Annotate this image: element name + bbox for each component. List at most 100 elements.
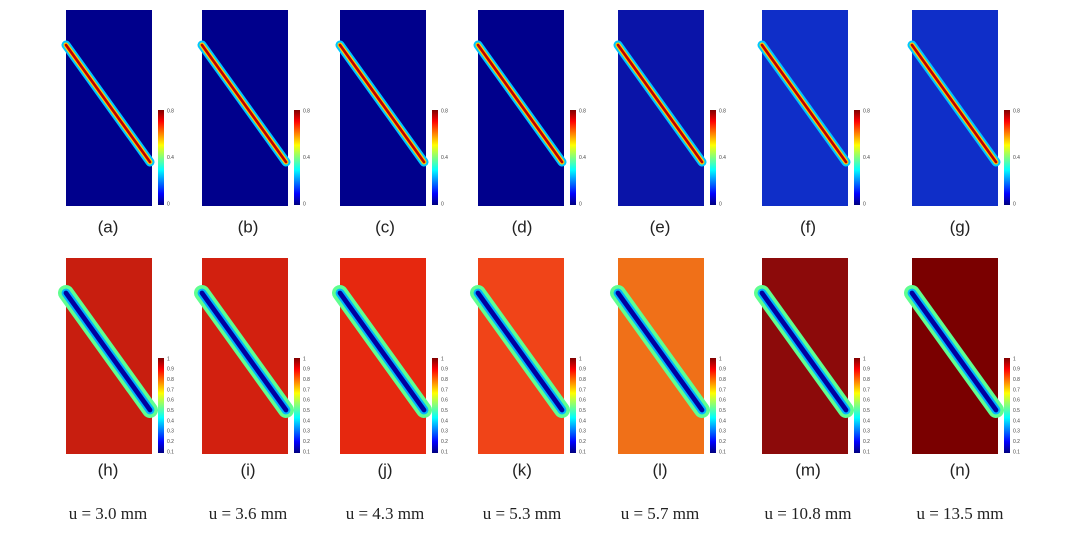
colorbar (294, 110, 300, 205)
colorbar-tick-label: 0.4 (303, 418, 310, 424)
colorbar-tick-label: 0.3 (579, 429, 586, 435)
colorbar-tick-label: 0.1 (719, 449, 726, 455)
colorbar-tick-label: 0.2 (1013, 439, 1020, 445)
colorbar-tick-label: 0.8 (303, 377, 310, 383)
colorbar-tick-label: 0.6 (719, 398, 726, 404)
colorbar (710, 358, 716, 453)
crack-band (63, 290, 153, 413)
colorbar-tick-label: 0 (441, 201, 444, 207)
colorbar-tick-label: 1 (167, 356, 170, 362)
colorbar-tick-label: 0.9 (579, 367, 586, 373)
colorbar (1004, 110, 1010, 205)
crack-band (476, 43, 564, 164)
panel-label: (h) (98, 460, 119, 479)
colorbar-tick-label: 0.7 (863, 387, 870, 393)
colorbar-tick-label: 0.4 (863, 155, 870, 161)
colorbar-tick-label: 0.1 (863, 449, 870, 455)
colorbar-tick-label: 0.7 (1013, 387, 1020, 393)
colorbar-tick-label: 0 (719, 201, 722, 207)
colorbar-tick-label: 0.1 (1013, 449, 1020, 455)
colorbar-tick-label: 0.3 (303, 429, 310, 435)
colorbar-tick-label: 0.1 (167, 449, 174, 455)
colorbar-tick-label: 0.5 (303, 408, 310, 414)
displacement-label: u = 4.3 mm (346, 504, 425, 523)
colorbar-tick-label: 1 (719, 356, 722, 362)
colorbar-tick-label: 0.8 (303, 108, 310, 114)
colorbar-tick-label: 1 (441, 356, 444, 362)
colorbar-tick-label: 0.8 (579, 108, 586, 114)
colorbar-tick-label: 0.8 (579, 377, 586, 383)
colorbar-tick-label: 0.2 (167, 439, 174, 445)
crack-band (64, 43, 152, 164)
colorbar-tick-label: 0.4 (719, 418, 726, 424)
colorbar-tick-label: 1 (863, 356, 866, 362)
crack-band (909, 290, 999, 413)
displacement-label: u = 10.8 mm (764, 504, 851, 523)
panel-label: (a) (98, 217, 119, 236)
colorbar-tick-label: 0.6 (167, 398, 174, 404)
colorbar-tick-label: 0.5 (441, 408, 448, 414)
colorbar-tick-label: 0.1 (441, 449, 448, 455)
displacement-label: u = 5.3 mm (483, 504, 562, 523)
colorbar-tick-label: 0 (863, 201, 866, 207)
colorbar-tick-label: 0.8 (441, 377, 448, 383)
colorbar (1004, 358, 1010, 453)
colorbar-tick-label: 0.8 (441, 108, 448, 114)
crack-band (475, 290, 565, 413)
colorbar-tick-label: 1 (303, 356, 306, 362)
panel-label: (n) (950, 460, 971, 479)
crack-band (338, 43, 426, 164)
panel-label: (l) (652, 460, 667, 479)
crack-band (615, 290, 705, 413)
colorbar-tick-label: 0.8 (863, 108, 870, 114)
colorbar-tick-label: 0.8 (719, 377, 726, 383)
colorbar-tick-label: 0.3 (167, 429, 174, 435)
displacement-label: u = 3.0 mm (69, 504, 148, 523)
colorbar-tick-label: 0.4 (441, 418, 448, 424)
crack-band (337, 290, 427, 413)
colorbar-tick-label: 0.6 (579, 398, 586, 404)
colorbar-tick-label: 0.9 (303, 367, 310, 373)
displacement-label: u = 13.5 mm (916, 504, 1003, 523)
crack-band (199, 290, 289, 413)
colorbar-tick-label: 0.3 (719, 429, 726, 435)
colorbar-tick-label: 0.5 (719, 408, 726, 414)
panel-label: (d) (512, 217, 533, 236)
colorbar-tick-label: 0.8 (863, 377, 870, 383)
colorbar-tick-label: 0.4 (1013, 418, 1020, 424)
colorbar (432, 358, 438, 453)
colorbar-tick-label: 0.6 (863, 398, 870, 404)
colorbar (158, 358, 164, 453)
colorbar-tick-label: 0.7 (303, 387, 310, 393)
panel-label: (e) (650, 217, 671, 236)
colorbar-tick-label: 0.3 (441, 429, 448, 435)
colorbar-tick-label: 0.4 (579, 418, 586, 424)
colorbar (570, 358, 576, 453)
colorbar-tick-label: 0.3 (1013, 429, 1020, 435)
colorbar-tick-label: 0.5 (1013, 408, 1020, 414)
crack-band (616, 43, 704, 164)
colorbar (294, 358, 300, 453)
colorbar-tick-label: 0.7 (579, 387, 586, 393)
colorbar-tick-label: 0.6 (441, 398, 448, 404)
colorbar-tick-label: 0 (303, 201, 306, 207)
colorbar (854, 110, 860, 205)
colorbar-tick-label: 0.8 (1013, 377, 1020, 383)
colorbar-tick-label: 0.4 (167, 418, 174, 424)
colorbar-tick-label: 1 (579, 356, 582, 362)
colorbar-tick-label: 1 (1013, 356, 1016, 362)
crack-band (759, 290, 849, 413)
colorbar-tick-label: 0.4 (579, 155, 586, 161)
panel-label: (f) (800, 217, 816, 236)
colorbar-tick-label: 0.3 (863, 429, 870, 435)
crack-band (910, 43, 998, 164)
panel-label: (i) (240, 460, 255, 479)
colorbar-tick-label: 0.5 (863, 408, 870, 414)
colorbar-tick-label: 0.6 (1013, 398, 1020, 404)
colorbar-tick-label: 0.4 (303, 155, 310, 161)
colorbar (432, 110, 438, 205)
colorbar-tick-label: 0.2 (579, 439, 586, 445)
panel-label: (j) (377, 460, 392, 479)
colorbar-tick-label: 0.2 (863, 439, 870, 445)
